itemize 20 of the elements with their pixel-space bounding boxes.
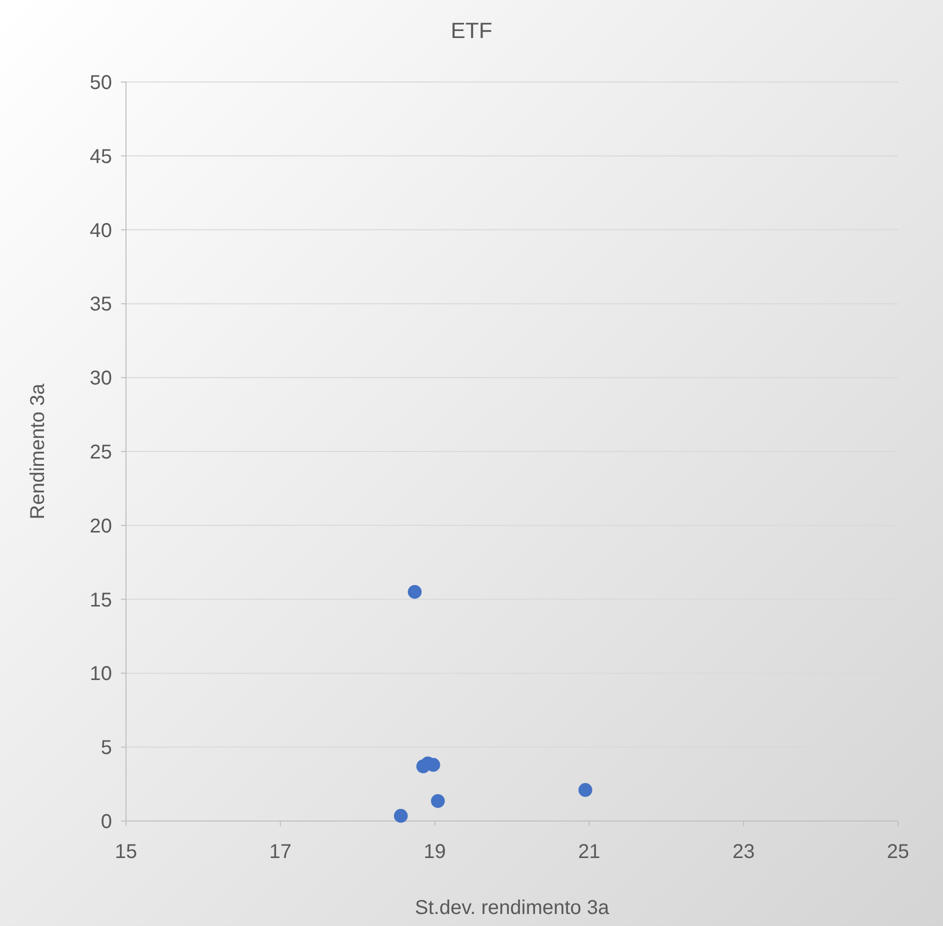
y-tick-label: 40 (90, 220, 112, 242)
y-tick-label: 10 (90, 663, 112, 686)
y-tick-label: 20 (90, 515, 112, 538)
chart-title: ETF (450, 18, 492, 43)
y-tick-label: 35 (90, 294, 112, 316)
y-tick-label: 5 (100, 737, 112, 760)
y-tick-label: 15 (90, 589, 112, 612)
x-tick-label: 25 (886, 841, 910, 863)
x-tick-label: 17 (269, 841, 292, 863)
x-tick-label: 23 (732, 841, 755, 863)
y-tick-label: 45 (90, 146, 112, 168)
y-tick-label: 50 (90, 72, 112, 94)
x-tick-label: 21 (578, 841, 600, 863)
x-tick-label: 19 (424, 841, 446, 863)
y-axis-title: Rendimento 3a (27, 382, 49, 520)
y-tick-label: 25 (90, 442, 112, 464)
x-tick-label: 15 (114, 841, 138, 863)
x-axis-title: St.dev. rendimento 3a (414, 897, 610, 919)
y-tick-label: 30 (90, 368, 112, 390)
y-tick-label: 0 (100, 811, 112, 833)
